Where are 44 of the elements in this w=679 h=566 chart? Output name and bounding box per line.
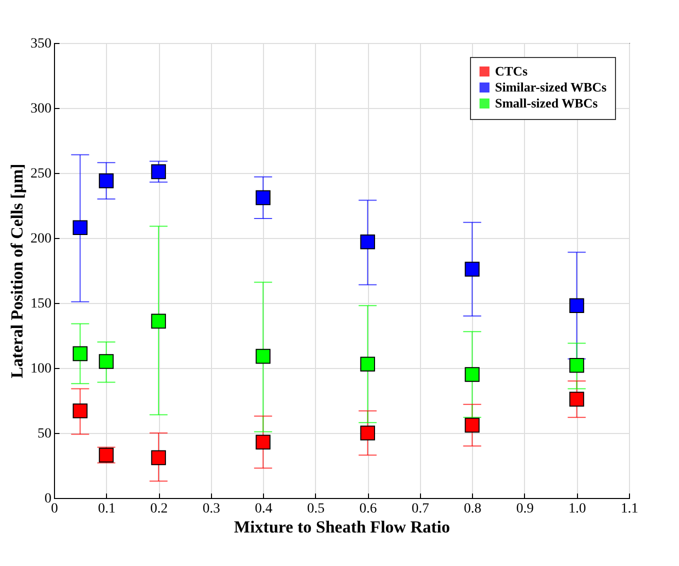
point xyxy=(98,354,114,369)
y-tick-label: 50 xyxy=(38,426,52,442)
point xyxy=(151,164,166,180)
y-tick-label: 100 xyxy=(30,362,52,376)
y-tick-label: 150 xyxy=(30,296,52,312)
x-tick-label: 1.1 xyxy=(620,502,638,516)
point xyxy=(72,220,88,235)
y-tick-label: 350 xyxy=(30,36,52,52)
point xyxy=(256,348,270,364)
x-tick-label: 0.6 xyxy=(359,502,377,516)
point xyxy=(151,314,166,329)
x-tick-label: 0.3 xyxy=(202,502,220,516)
legend-label: Similar-sized WBCs xyxy=(495,80,607,94)
point xyxy=(569,358,584,373)
x-tick-label: 0.2 xyxy=(150,502,168,516)
x-tick-label: 0.1 xyxy=(98,502,116,516)
y-tick-label: 0 xyxy=(44,492,52,506)
point xyxy=(360,356,376,372)
point xyxy=(360,426,376,440)
y-tick-label: 200 xyxy=(30,232,52,246)
point xyxy=(464,262,480,277)
y-tick-label: 300 xyxy=(30,102,52,116)
y-axis-title: Lateral Position of Cells [μm] xyxy=(8,164,26,378)
x-tick-label: 0.5 xyxy=(307,502,325,516)
point xyxy=(72,346,88,362)
x-tick-label: 0.7 xyxy=(412,502,430,516)
x-tick-label: 0.4 xyxy=(254,502,272,516)
x-axis-title: Mixture to Sheath Flow Ratio xyxy=(234,518,450,536)
legend-label: Small-sized WBCs xyxy=(495,96,598,110)
point xyxy=(569,392,584,407)
y-tick-label: 250 xyxy=(30,166,52,182)
x-tick-label: 0.9 xyxy=(516,502,534,516)
legend-label: CTCs xyxy=(495,64,528,78)
point xyxy=(256,434,270,450)
point xyxy=(360,234,376,250)
point xyxy=(151,450,166,466)
point xyxy=(569,298,584,313)
x-tick-label: 0.8 xyxy=(464,502,482,516)
point xyxy=(464,367,480,382)
point xyxy=(256,190,270,206)
point xyxy=(72,404,88,418)
x-tick-label: 1.0 xyxy=(568,502,586,516)
point xyxy=(464,418,480,433)
point xyxy=(98,173,114,188)
